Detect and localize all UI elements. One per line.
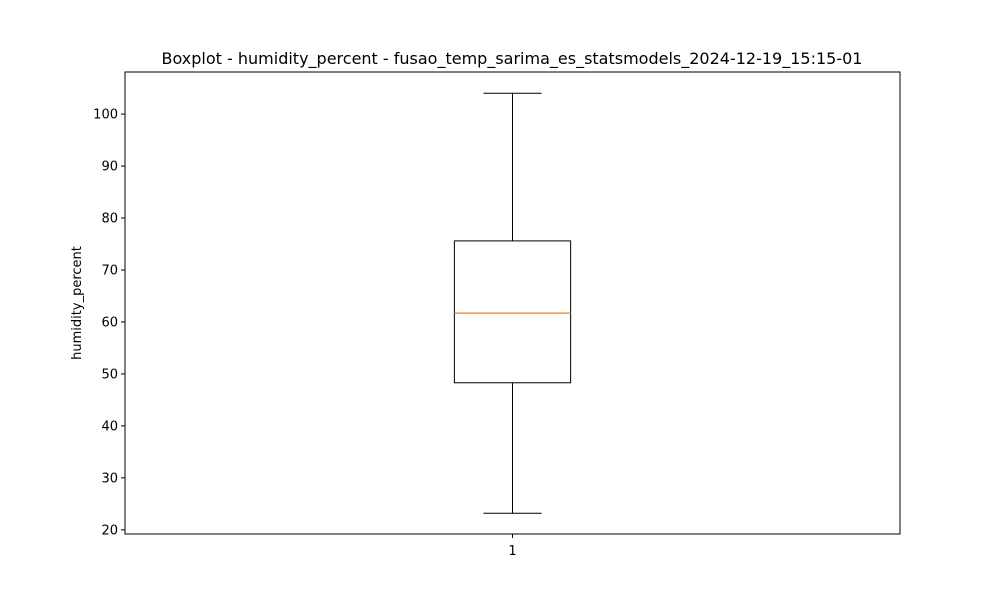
y-tick-label: 30 — [101, 471, 118, 486]
y-tick-label: 90 — [101, 160, 118, 175]
y-tick-label: 100 — [93, 108, 118, 123]
x-axis-ticks: 1 — [508, 534, 517, 559]
y-tick-label: 40 — [101, 419, 118, 434]
y-tick-label: 60 — [101, 315, 118, 330]
y-tick-label: 70 — [101, 264, 118, 279]
y-axis-ticks: 20 30 40 50 60 70 80 90 100 — [93, 108, 125, 538]
boxes-layer — [453, 92, 572, 514]
axes-frame — [124, 71, 901, 535]
iqr-box — [453, 240, 572, 384]
x-tick-label: 1 — [508, 544, 516, 559]
y-axis-label: humidity_percent — [70, 246, 85, 360]
y-tick-label: 80 — [101, 212, 118, 227]
chart-title: Boxplot - humidity_percent - fusao_temp_… — [162, 49, 863, 69]
y-tick-label: 20 — [101, 523, 118, 538]
y-tick-label: 50 — [101, 367, 118, 382]
